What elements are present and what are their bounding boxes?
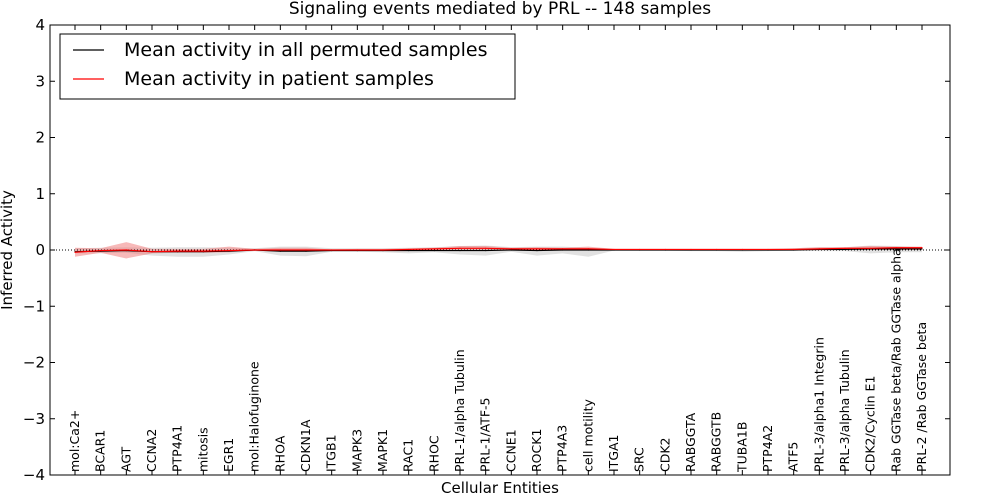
x-tick-label: RAC1 (401, 439, 416, 472)
data-point (279, 249, 281, 251)
x-tick-label: PRL-2 /Rab GGTase beta (914, 322, 929, 472)
data-point (895, 248, 897, 250)
data-point (228, 249, 230, 252)
y-tick-label: −2 (23, 354, 45, 372)
data-point (587, 249, 589, 251)
chart-title: Signaling events mediated by PRL -- 148 … (289, 0, 711, 19)
data-point (74, 251, 76, 253)
x-tick-label: mitosis (195, 427, 210, 472)
data-point (536, 249, 538, 252)
y-tick-label: −3 (23, 410, 45, 428)
x-tick-label: CCNA2 (144, 429, 159, 472)
data-point (125, 249, 127, 251)
data-point (459, 249, 461, 252)
y-tick-label: 2 (35, 129, 45, 147)
data-point (921, 248, 923, 250)
y-tick-label: 0 (35, 241, 45, 259)
y-tick-label: 4 (35, 16, 45, 34)
x-tick-label: BCAR1 (93, 430, 108, 472)
data-point (459, 247, 461, 249)
data-point (639, 248, 641, 251)
y-tick-label: −4 (23, 466, 45, 484)
data-point (895, 247, 897, 249)
data-point (485, 249, 487, 252)
data-point (613, 248, 615, 251)
x-tick-label: ITGA1 (606, 434, 621, 472)
data-point (536, 248, 538, 250)
data-point (254, 249, 256, 251)
x-tick-label: mol:Ca2+ (67, 410, 82, 472)
x-tick-label: CCNE1 (503, 429, 518, 472)
legend: Mean activity in all permuted samples Mea… (59, 33, 516, 100)
x-tick-label: PTP4A1 (170, 425, 185, 472)
data-point (510, 249, 512, 251)
x-tick-label: CDK2 (657, 437, 672, 472)
x-tick-label: CDKN1A (298, 419, 313, 472)
data-point (664, 248, 666, 251)
legend-label: Mean activity in patient samples (124, 68, 434, 90)
x-tick-label: PRL-3/alpha Tubulin (837, 349, 852, 472)
data-point (305, 250, 307, 252)
x-tick-label: Rab GGTase beta/Rab GGTase alpha (888, 248, 903, 472)
y-axis-label: Inferred Activity (0, 190, 16, 310)
x-tick-label: mol:Halofuginone (247, 361, 262, 472)
x-tick-label: PRL-1/alpha Tubulin (452, 349, 467, 472)
data-point (818, 248, 820, 250)
x-tick-label: CDK2/Cyclin E1 (863, 376, 878, 472)
data-point (202, 250, 204, 252)
data-point (844, 248, 846, 251)
data-point (562, 248, 564, 250)
x-tick-label: AGT (118, 446, 133, 472)
data-point (279, 250, 281, 252)
data-point (690, 248, 692, 251)
y-tick-label: −1 (23, 297, 45, 315)
data-point (408, 249, 410, 252)
data-point (382, 249, 384, 251)
data-point (485, 247, 487, 249)
data-point (177, 250, 179, 252)
data-point (433, 249, 435, 252)
data-point (716, 248, 718, 251)
y-tick-label: 1 (35, 185, 45, 203)
x-tick-label: SRC (632, 447, 647, 472)
x-tick-label: MAPK1 (375, 429, 390, 472)
data-point (562, 249, 564, 251)
x-tick-label: PRL-1/ATF-5 (478, 397, 493, 472)
x-tick-label: RABGGTA (683, 412, 698, 472)
data-point (100, 249, 102, 252)
series-line-2 (74, 247, 922, 253)
x-tick-label: ROCK1 (529, 429, 544, 472)
x-tick-label: MAPK3 (349, 429, 364, 472)
data-point (844, 247, 846, 249)
data-point (870, 247, 872, 249)
x-tick-label: EGR1 (221, 438, 236, 472)
x-tick-label: RHOC (426, 435, 441, 472)
legend-box (59, 33, 516, 100)
y-tick-label: 3 (35, 72, 45, 90)
data-point (356, 249, 358, 251)
data-point (510, 248, 512, 250)
data-point (921, 247, 923, 249)
data-point (151, 251, 153, 253)
data-point (587, 248, 589, 250)
data-point (433, 248, 435, 250)
x-tick-label: TUBA1B (734, 422, 749, 473)
data-point (331, 249, 333, 251)
x-tick-label: cell motility (580, 398, 595, 472)
x-tick-label: RABGGTB (709, 412, 724, 472)
x-axis-label: Cellular Entities (441, 479, 559, 497)
x-tick-label: RHOA (272, 435, 287, 472)
x-tick-label: ATF5 (786, 442, 801, 472)
data-point (767, 248, 769, 251)
x-tick-label: ITGB1 (324, 434, 339, 472)
x-tick-label: PTP4A3 (555, 425, 570, 472)
data-point (408, 248, 410, 251)
data-point (741, 248, 743, 251)
data-point (793, 248, 795, 251)
x-tick-label: PTP4A2 (760, 425, 775, 472)
data-point (305, 249, 307, 251)
x-tick-label: PRL-3/alpha1 Integrin (811, 337, 826, 472)
legend-label: Mean activity in all permuted samples (124, 39, 487, 61)
